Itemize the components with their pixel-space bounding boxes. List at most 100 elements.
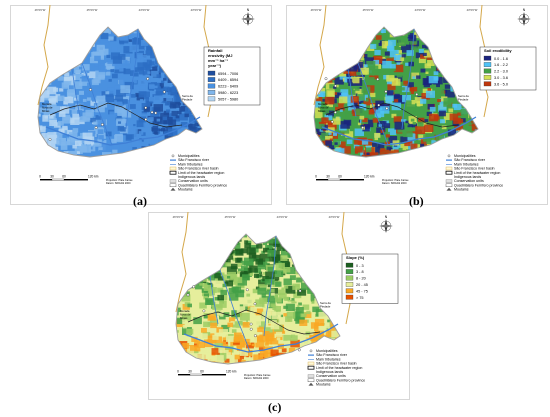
raster-cell — [285, 285, 296, 294]
raster-cell — [72, 73, 80, 80]
raster-cell — [318, 123, 325, 129]
raster-cell — [372, 73, 377, 76]
raster-cell — [90, 117, 96, 123]
raster-cell — [137, 54, 147, 63]
raster-cell — [410, 118, 415, 122]
raster-cell — [136, 120, 146, 128]
class-legend-title: Rainfall — [208, 48, 222, 53]
raster-cell — [188, 123, 193, 128]
coord-label: 46°0'0"W — [35, 8, 46, 12]
raster-cell — [155, 91, 163, 97]
raster-cell — [163, 116, 173, 125]
raster-cell — [393, 46, 398, 50]
raster-cell — [105, 95, 115, 102]
raster-cell — [198, 351, 203, 354]
raster-cell — [334, 92, 342, 99]
main-tributary — [219, 269, 251, 353]
raster-cell — [163, 86, 170, 92]
place-name-left: Minas — [180, 316, 188, 320]
raster-cell — [281, 287, 285, 290]
raster-cell — [229, 293, 239, 301]
raster-cell — [199, 302, 207, 309]
raster-cell — [256, 321, 266, 329]
raster-cell — [380, 27, 387, 30]
raster-cell — [141, 113, 148, 119]
main-tributary — [401, 28, 415, 130]
raster-cell — [163, 77, 167, 81]
raster-cell — [226, 335, 234, 342]
raster-cell — [360, 124, 364, 128]
raster-cell — [121, 99, 128, 104]
municipality-legend-icon — [309, 349, 313, 353]
common-legend-label: Moutains — [316, 383, 331, 387]
raster-cell — [327, 319, 331, 323]
raster-cell — [410, 39, 418, 45]
raster-cell — [241, 265, 248, 271]
raster-cell — [283, 301, 289, 306]
raster-cell — [343, 104, 349, 108]
raster-cell — [340, 121, 350, 129]
raster-cell — [300, 312, 307, 318]
raster-cell — [356, 71, 361, 76]
scale-tick-label: 30 — [326, 175, 330, 179]
raster-cell — [329, 138, 333, 142]
raster-cell — [153, 135, 160, 141]
raster-cell — [270, 337, 279, 345]
panel-label-c: (c) — [268, 400, 282, 414]
raster-cell — [104, 75, 112, 82]
class-swatch — [207, 96, 216, 102]
raster-cell — [225, 262, 231, 267]
raster-cell — [368, 65, 379, 74]
raster-cell — [46, 86, 57, 95]
raster-cell — [217, 312, 221, 316]
municipality-marker — [384, 90, 388, 94]
raster-cell — [401, 44, 411, 53]
raster-cell — [380, 28, 386, 33]
raster-cell — [55, 106, 61, 111]
raster-cell — [438, 110, 446, 117]
raster-cell — [79, 66, 83, 70]
raster-cell — [253, 354, 264, 363]
raster-cell — [111, 52, 120, 60]
raster-cell — [182, 323, 192, 331]
raster-cell — [128, 146, 133, 151]
raster-cell — [275, 262, 285, 271]
raster-cell — [255, 340, 265, 348]
raster-cell — [345, 83, 349, 87]
raster-cell — [339, 71, 347, 77]
raster-cell — [57, 95, 65, 101]
raster-cell — [209, 287, 217, 293]
raster-cell — [332, 118, 341, 125]
municipality-marker — [334, 111, 337, 114]
raster-cell — [69, 132, 78, 139]
raster-cell — [270, 322, 280, 330]
class-legend-title: Soil erodibility — [484, 48, 512, 53]
raster-cell — [417, 103, 421, 107]
common-legend-label: São Francisco river basin — [178, 167, 219, 171]
raster-cell — [210, 308, 217, 314]
raster-cell — [338, 92, 341, 96]
projection-text: Projection: Plate Carree — [382, 179, 409, 182]
raster-cell — [383, 74, 389, 80]
raster-cell — [154, 64, 158, 68]
municipality-marker — [48, 138, 52, 141]
raster-cell — [420, 68, 426, 73]
raster-cell — [204, 289, 209, 293]
raster-cell — [364, 77, 375, 85]
raster-cell — [226, 266, 237, 275]
class-label: 20 - 45 — [356, 283, 368, 287]
raster-cell — [428, 113, 439, 122]
raster-cell — [117, 109, 126, 116]
raster-cell — [220, 272, 225, 276]
municipality-marker — [376, 77, 380, 81]
raster-cell — [182, 325, 187, 329]
raster-cell — [315, 112, 323, 119]
common-legend-label: Main tributaries — [178, 162, 203, 166]
raster-cell — [94, 55, 101, 61]
raster-cell — [255, 293, 262, 299]
raster-cell — [357, 73, 365, 80]
raster-cell — [112, 73, 118, 79]
raster-cell — [246, 294, 256, 302]
raster-cell — [232, 253, 236, 256]
raster-cell — [286, 311, 296, 319]
